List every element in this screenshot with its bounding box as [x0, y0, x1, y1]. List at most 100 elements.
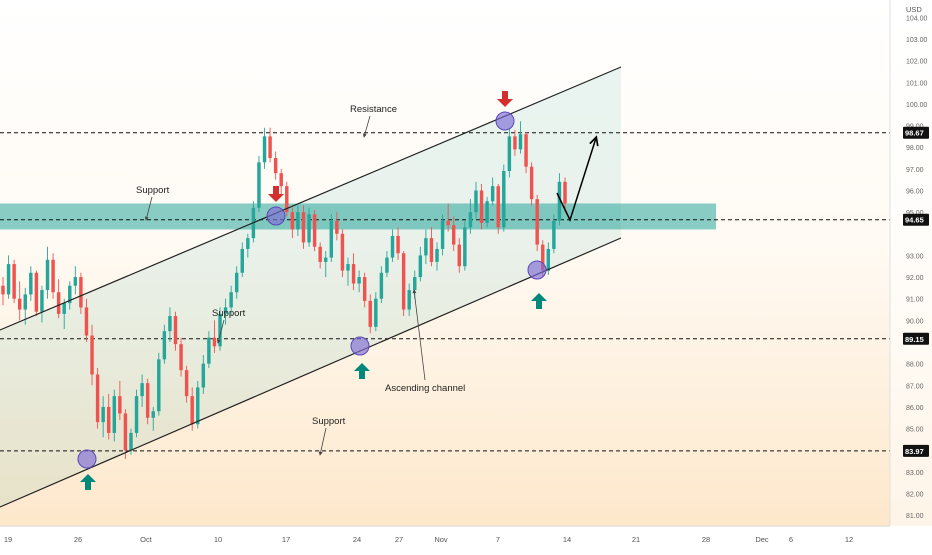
- candle: [173, 311, 178, 351]
- arrow-down-icon: [497, 91, 513, 107]
- y-tick-label: 101.00: [906, 80, 928, 87]
- buy-arrows: [80, 293, 547, 490]
- candle: [507, 127, 512, 178]
- candle: [496, 183, 500, 234]
- projection-path: [556, 138, 596, 223]
- y-tick-label: 104.00: [906, 15, 928, 22]
- candle: [6, 255, 11, 299]
- y-tick-label: 92.00: [906, 275, 924, 282]
- candle: [524, 132, 528, 174]
- candle: [307, 207, 311, 247]
- candle: [529, 162, 534, 206]
- candle: [56, 279, 61, 319]
- candle: [424, 229, 428, 265]
- y-tick-label: 100.00: [906, 102, 928, 109]
- candle: [179, 337, 183, 377]
- resistance-label: Resistance: [350, 104, 397, 115]
- candle: [196, 380, 200, 429]
- support-pointer-mid: [216, 319, 225, 344]
- candle: [290, 207, 295, 239]
- candle: [40, 285, 44, 323]
- candle: [151, 406, 155, 431]
- candle: [463, 220, 467, 271]
- svg-text:89.15: 89.15: [905, 335, 924, 344]
- candle: [563, 177, 567, 213]
- candle: [234, 266, 239, 299]
- svg-text:83.97: 83.97: [905, 447, 924, 456]
- support-pointer-top: [144, 196, 153, 221]
- y-tick-label: 98.00: [906, 145, 924, 152]
- price-axis[interactable]: USD 104.00103.00102.00101.00100.0099.009…: [889, 0, 932, 550]
- candle: [468, 199, 473, 234]
- x-tick-label: 27: [395, 535, 403, 544]
- candle: [324, 251, 328, 278]
- candle: [229, 285, 233, 317]
- resistance-pointer: [362, 115, 371, 138]
- y-tick-label: 95.00: [906, 210, 924, 217]
- candle: [223, 298, 228, 325]
- candle: [68, 281, 72, 310]
- candle: [23, 287, 27, 325]
- channel-area: [0, 67, 621, 507]
- y-tick-label: 81.00: [906, 513, 924, 520]
- candle: [106, 393, 111, 440]
- candle: [90, 324, 94, 386]
- x-tick-label: 14: [563, 535, 571, 544]
- touch-circle: [495, 111, 515, 131]
- sell-arrows: [268, 91, 513, 202]
- x-tick-label: 10: [214, 535, 222, 544]
- price-label: 83.97: [903, 444, 929, 457]
- y-tick-label: 85.00: [906, 427, 924, 434]
- candle: [329, 214, 334, 262]
- arrow-up-icon: [531, 293, 547, 309]
- currency-label: USD: [906, 5, 922, 14]
- y-tick-label: 91.00: [906, 297, 924, 304]
- candle: [407, 283, 411, 317]
- touch-circle: [77, 449, 97, 469]
- y-tick-label: 97.00: [906, 167, 924, 174]
- channel-label: Ascending channel: [385, 383, 465, 394]
- candle: [485, 196, 489, 228]
- candle: [79, 272, 83, 314]
- svg-text:94.65: 94.65: [905, 216, 924, 225]
- channel-pointer: [412, 289, 426, 381]
- candle: [73, 266, 78, 295]
- y-tick-label: 96.00: [906, 188, 924, 195]
- y-tick-label: 83.00: [906, 470, 924, 477]
- support-zone: [0, 203, 716, 230]
- candle: [201, 354, 206, 394]
- candle: [145, 378, 150, 425]
- y-tick-label: 88.00: [906, 362, 924, 369]
- support-label-mid: Support: [212, 308, 246, 319]
- candle: [84, 298, 89, 343]
- candle: [502, 164, 506, 232]
- support-label-low: Support: [312, 416, 346, 427]
- candle: [285, 181, 289, 217]
- time-axis[interactable]: 19 26 Oct 10 17 24 27 Nov 7 14 21 28 Dec 6 12: [0, 525, 932, 550]
- x-tick-label: Dec: [755, 535, 769, 544]
- candle: [212, 320, 217, 353]
- candle: [123, 409, 128, 459]
- candle: [101, 396, 105, 438]
- price-label: 89.15: [903, 332, 929, 345]
- svg-text:98.67: 98.67: [905, 129, 924, 138]
- y-tick-label: 87.00: [906, 383, 924, 390]
- candle: [418, 246, 423, 282]
- candle: [379, 266, 384, 304]
- arrow-down-icon: [268, 186, 284, 202]
- candle: [535, 194, 539, 252]
- candle: [368, 294, 372, 334]
- candle: [162, 324, 167, 364]
- candle: [396, 227, 400, 260]
- candle: [157, 352, 161, 416]
- y-tick-label: 82.00: [906, 492, 924, 499]
- candle: [62, 298, 66, 330]
- x-tick-label: 26: [74, 535, 82, 544]
- candle: [429, 227, 434, 267]
- candle: [184, 365, 189, 403]
- y-tick-label: 90.00: [906, 318, 924, 325]
- candle: [479, 183, 484, 230]
- candle: [240, 242, 244, 278]
- y-tick-label: 103.00: [906, 37, 928, 44]
